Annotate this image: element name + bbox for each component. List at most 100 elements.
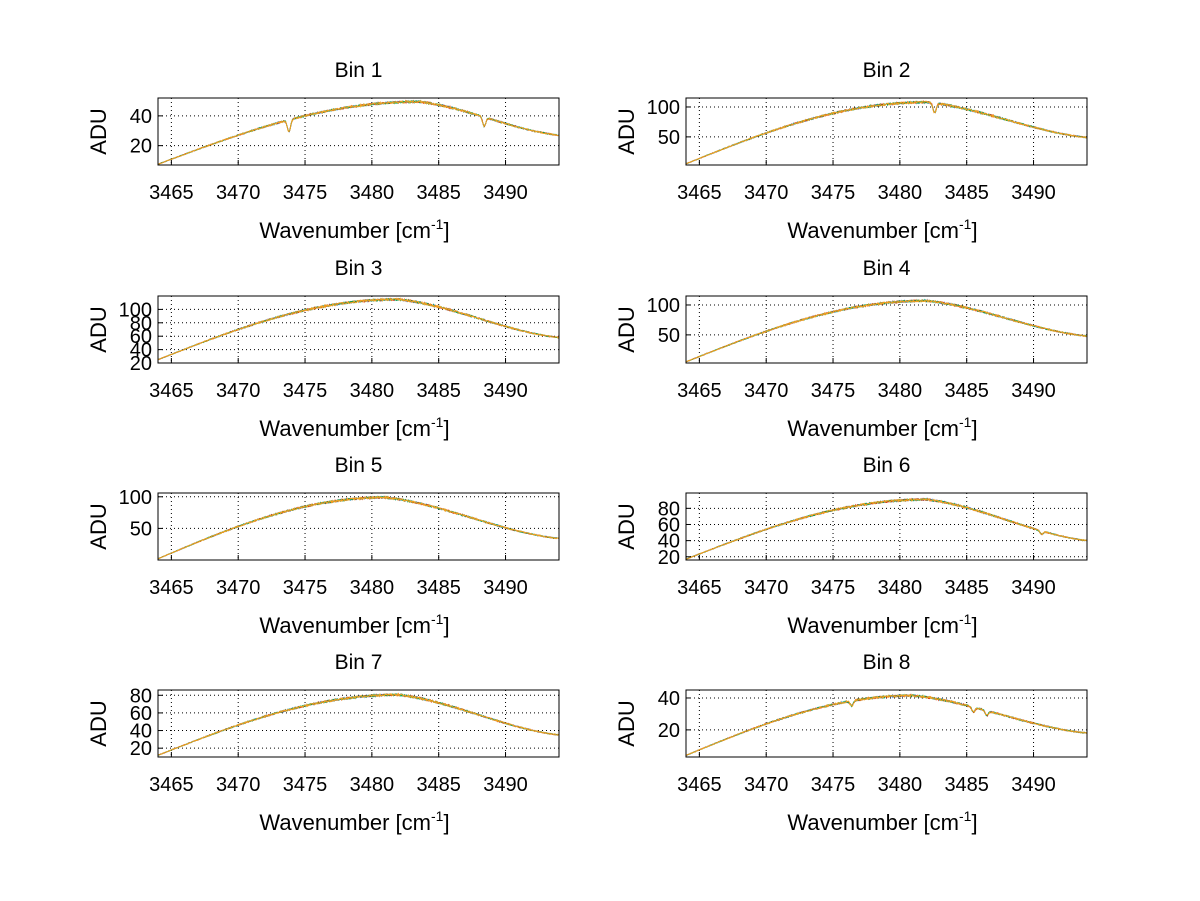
x-tick-label: 3475 — [283, 380, 328, 402]
x-tick-label: 3470 — [744, 774, 789, 796]
subplot-title: Bin 7 — [335, 651, 383, 674]
subplot-bin-5: 3465 3470 3475 3480 3485 3490 50 100 Bin 5 Wavenu… — [86, 454, 560, 638]
x-axis-label-superscript: -1 — [431, 808, 444, 824]
y-tick-label: 60 — [130, 703, 152, 725]
axes-box — [157, 689, 560, 758]
series-line-4 — [157, 99, 560, 165]
x-tick-label: 3485 — [416, 774, 461, 796]
y-tick-label: 40 — [130, 106, 152, 128]
x-tick-label: 3465 — [677, 577, 722, 599]
x-axis-label: Wavenumber [cm-1] — [259, 414, 449, 441]
x-axis-label-superscript: -1 — [431, 414, 444, 430]
plot-area — [686, 98, 1087, 165]
plot-area — [158, 296, 559, 363]
y-tick-label: 20 — [130, 353, 152, 375]
plot-area — [686, 690, 1087, 757]
subplot-bin-2: 3465 3470 3475 3480 3485 3490 50 100 Bin 2 Wavenu… — [614, 59, 1088, 243]
x-axis-label: Wavenumber [cm-1] — [787, 216, 977, 243]
x-tick-label: 3470 — [216, 577, 261, 599]
y-tick-label: 50 — [658, 325, 680, 347]
x-tick-label: 3475 — [811, 774, 856, 796]
x-tick-label: 3465 — [149, 577, 194, 599]
x-axis-label-superscript: -1 — [959, 611, 972, 627]
x-tick-label: 3480 — [878, 774, 923, 796]
x-tick-label: 3465 — [149, 182, 194, 204]
x-tick-label: 3470 — [216, 774, 261, 796]
axes-box — [685, 689, 1088, 758]
subplot-title: Bin 5 — [335, 454, 383, 477]
axes-box — [685, 492, 1088, 561]
x-axis-label: Wavenumber [cm-1] — [787, 611, 977, 638]
y-tick-label: 80 — [658, 498, 680, 520]
x-tick-label: 3480 — [350, 380, 395, 402]
series-line-4 — [685, 497, 1088, 560]
y-tick-label: 40 — [658, 688, 680, 710]
x-axis-label-superscript: -1 — [431, 611, 444, 627]
x-tick-label: 3480 — [350, 577, 395, 599]
x-axis-label-superscript: -1 — [959, 808, 972, 824]
x-tick-label: 3475 — [283, 774, 328, 796]
subplot-title: Bin 8 — [863, 651, 911, 674]
x-tick-label: 3490 — [1011, 577, 1056, 599]
y-tick-label: 80 — [130, 313, 152, 335]
subplot-bin-8: 3465 3470 3475 3480 3485 3490 20 40 Bin 8 Wavenum… — [614, 651, 1088, 835]
x-axis-label-superscript: -1 — [959, 414, 972, 430]
subplot-bin-1: 3465 3470 3475 3480 3485 3490 20 40 Bin 1 Wavenum… — [86, 59, 560, 243]
plot-area — [158, 690, 559, 757]
y-tick-label: 100 — [647, 97, 680, 119]
y-tick-label: 40 — [130, 340, 152, 362]
x-axis-label-superscript: -1 — [959, 216, 972, 232]
x-tick-label: 3485 — [944, 774, 989, 796]
x-tick-label: 3480 — [350, 182, 395, 204]
x-axis-label: Wavenumber [cm-1] — [259, 216, 449, 243]
y-tick-label: 80 — [130, 685, 152, 707]
y-tick-label: 100 — [119, 299, 152, 321]
x-tick-label: 3470 — [216, 182, 261, 204]
y-axis-label: ADU — [86, 306, 111, 352]
x-tick-label: 3485 — [416, 577, 461, 599]
y-tick-label: 20 — [658, 547, 680, 569]
y-axis-label: ADU — [86, 700, 111, 746]
subplot-bin-4: 3465 3470 3475 3480 3485 3490 50 100 Bin 4 Wavenu… — [614, 257, 1088, 441]
axes-box — [685, 295, 1088, 364]
x-tick-label: 3465 — [149, 380, 194, 402]
y-tick-label: 50 — [658, 127, 680, 149]
x-tick-label: 3485 — [944, 182, 989, 204]
y-axis-label: ADU — [614, 306, 639, 352]
x-tick-label: 3480 — [350, 774, 395, 796]
x-axis-label: Wavenumber [cm-1] — [259, 611, 449, 638]
x-axis-label-superscript: -1 — [431, 216, 444, 232]
plot-area — [158, 98, 559, 165]
series-line-4 — [685, 100, 1088, 165]
x-tick-label: 3490 — [1011, 380, 1056, 402]
x-axis-label: Wavenumber [cm-1] — [787, 414, 977, 441]
plot-area — [686, 493, 1087, 560]
y-tick-label: 60 — [130, 326, 152, 348]
x-tick-label: 3490 — [483, 774, 528, 796]
plot-area — [158, 493, 559, 560]
series-line-4 — [157, 495, 560, 560]
x-tick-label: 3485 — [416, 380, 461, 402]
y-tick-label: 40 — [130, 721, 152, 743]
x-tick-label: 3475 — [283, 577, 328, 599]
x-tick-label: 3480 — [878, 577, 923, 599]
axes-box — [157, 97, 560, 166]
x-axis-label: Wavenumber [cm-1] — [259, 808, 449, 835]
subplot-title: Bin 2 — [863, 59, 911, 82]
x-tick-label: 3475 — [811, 577, 856, 599]
series-line-4 — [157, 692, 560, 756]
x-tick-label: 3485 — [416, 182, 461, 204]
y-axis-label: ADU — [86, 108, 111, 154]
subplot-title: Bin 3 — [335, 257, 383, 280]
x-tick-label: 3480 — [878, 380, 923, 402]
x-tick-label: 3470 — [216, 380, 261, 402]
x-tick-label: 3465 — [677, 774, 722, 796]
y-tick-label: 20 — [658, 720, 680, 742]
y-axis-label: ADU — [614, 108, 639, 154]
series-line-4 — [685, 298, 1088, 363]
y-tick-label: 100 — [119, 487, 152, 509]
x-tick-label: 3480 — [878, 182, 923, 204]
x-tick-label: 3465 — [149, 774, 194, 796]
